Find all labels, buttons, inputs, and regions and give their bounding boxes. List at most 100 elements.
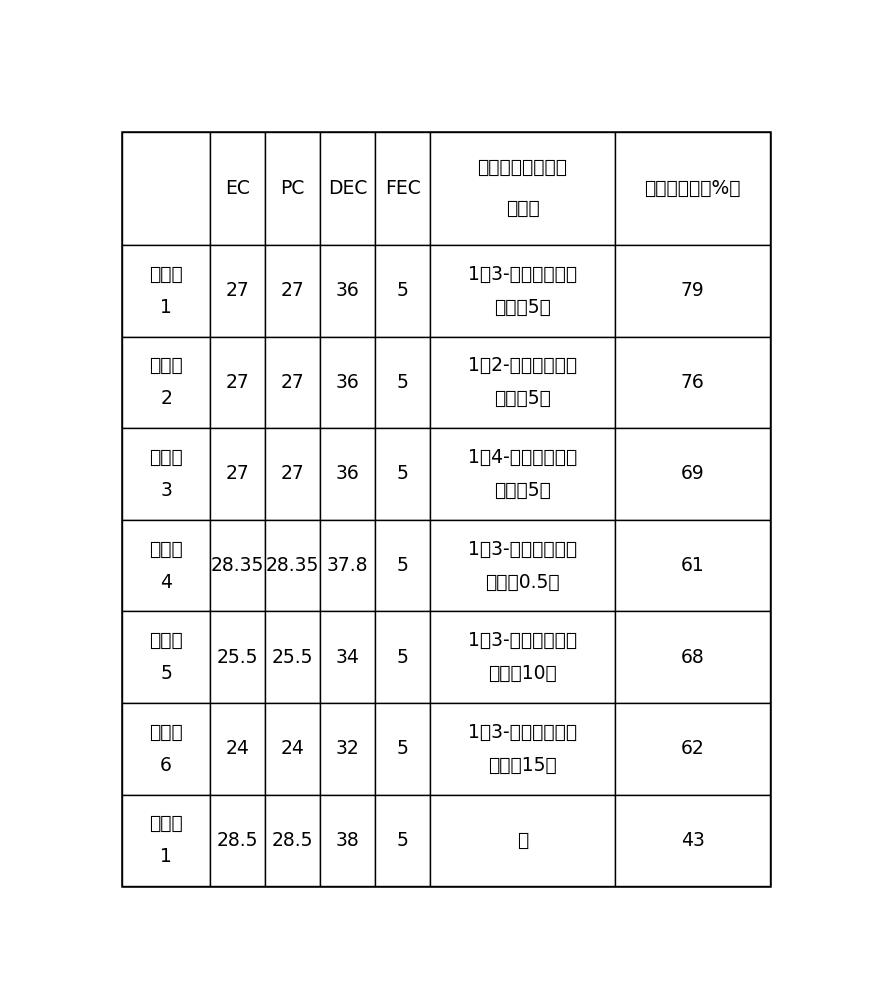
Text: 27: 27 [226, 373, 249, 392]
Bar [210, 520, 265, 611]
Text: 43: 43 [681, 831, 705, 850]
Bar [375, 795, 430, 886]
Text: 27: 27 [280, 373, 304, 392]
Text: 5: 5 [396, 556, 408, 575]
Bar [430, 428, 615, 520]
Text: 1，2-乙二醇乙基膚: 1，2-乙二醇乙基膚 [468, 356, 577, 375]
Bar [265, 337, 320, 428]
Bar [375, 703, 430, 795]
Text: 实施例: 实施例 [149, 356, 183, 375]
Bar [122, 795, 210, 886]
Bar [320, 520, 375, 611]
Bar [375, 245, 430, 337]
Bar [375, 520, 430, 611]
Bar [615, 611, 770, 703]
Bar [210, 703, 265, 795]
Bar [615, 703, 770, 795]
Text: 酸酯（5）: 酸酯（5） [494, 298, 551, 317]
Text: EC: EC [225, 179, 250, 198]
Text: 37.8: 37.8 [327, 556, 368, 575]
Bar [265, 795, 320, 886]
Text: 1: 1 [160, 298, 172, 317]
Bar [320, 795, 375, 886]
Text: 3: 3 [160, 481, 172, 500]
Text: 5: 5 [160, 664, 172, 683]
Bar [375, 428, 430, 520]
Text: 34: 34 [335, 648, 360, 667]
Text: 酸酯（0.5）: 酸酯（0.5） [485, 573, 560, 592]
Text: 5: 5 [396, 373, 408, 392]
Text: 实施例: 实施例 [149, 631, 183, 650]
Bar [320, 703, 375, 795]
Text: 5: 5 [396, 831, 408, 850]
Text: 76: 76 [681, 373, 705, 392]
Bar [430, 132, 615, 245]
Bar [615, 428, 770, 520]
Text: 28.35: 28.35 [211, 556, 264, 575]
Bar [320, 132, 375, 245]
Text: 酸酯（5）: 酸酯（5） [494, 481, 551, 500]
Text: 酸酯（15）: 酸酯（15） [488, 756, 557, 775]
Text: 27: 27 [226, 281, 249, 300]
Text: 1，3-丙二醇甲基膚: 1，3-丙二醇甲基膚 [468, 265, 577, 284]
Text: 比较例: 比较例 [149, 814, 183, 833]
Text: 容量保持率（%）: 容量保持率（%） [645, 179, 741, 198]
Text: 36: 36 [335, 464, 360, 483]
Bar [615, 520, 770, 611]
Text: 24: 24 [226, 739, 249, 758]
Text: 79: 79 [681, 281, 705, 300]
Text: 1，3-丙二醇甲基膚: 1，3-丙二醇甲基膚 [468, 540, 577, 559]
Text: 磷酸内酯（质量百: 磷酸内酯（质量百 [477, 158, 568, 177]
Text: 实施例: 实施例 [149, 723, 183, 742]
Bar [375, 337, 430, 428]
Bar [375, 132, 430, 245]
Bar [122, 520, 210, 611]
Bar [430, 245, 615, 337]
Bar [122, 611, 210, 703]
Bar [615, 337, 770, 428]
Bar [265, 703, 320, 795]
Bar [210, 428, 265, 520]
Bar [122, 132, 210, 245]
Text: 69: 69 [681, 464, 705, 483]
Bar [430, 611, 615, 703]
Text: 28.35: 28.35 [266, 556, 319, 575]
Bar [615, 132, 770, 245]
Text: 68: 68 [681, 648, 705, 667]
Text: 27: 27 [280, 464, 304, 483]
Text: 32: 32 [335, 739, 360, 758]
Text: DEC: DEC [327, 179, 368, 198]
Text: 5: 5 [396, 648, 408, 667]
Text: 实施例: 实施例 [149, 448, 183, 467]
Bar [210, 795, 265, 886]
Bar [265, 132, 320, 245]
Text: FEC: FEC [385, 179, 421, 198]
Bar [210, 132, 265, 245]
Text: 分比）: 分比） [506, 199, 539, 218]
Bar [375, 611, 430, 703]
Bar [210, 337, 265, 428]
Bar [430, 703, 615, 795]
Text: 25.5: 25.5 [217, 648, 258, 667]
Text: 5: 5 [396, 281, 408, 300]
Bar [615, 245, 770, 337]
Bar [210, 245, 265, 337]
Bar [265, 245, 320, 337]
Bar [210, 611, 265, 703]
Text: 酸酯（5）: 酸酯（5） [494, 389, 551, 408]
Text: 24: 24 [280, 739, 305, 758]
Bar [320, 337, 375, 428]
Bar [430, 520, 615, 611]
Bar [430, 337, 615, 428]
Bar [615, 795, 770, 886]
Bar [122, 337, 210, 428]
Bar [265, 611, 320, 703]
Bar [122, 245, 210, 337]
Text: 27: 27 [280, 281, 304, 300]
Text: 25.5: 25.5 [272, 648, 314, 667]
Bar [320, 428, 375, 520]
Text: PC: PC [280, 179, 305, 198]
Bar [122, 428, 210, 520]
Text: 1，3-丙二醇甲基膚: 1，3-丙二醇甲基膚 [468, 631, 577, 650]
Text: 38: 38 [335, 831, 360, 850]
